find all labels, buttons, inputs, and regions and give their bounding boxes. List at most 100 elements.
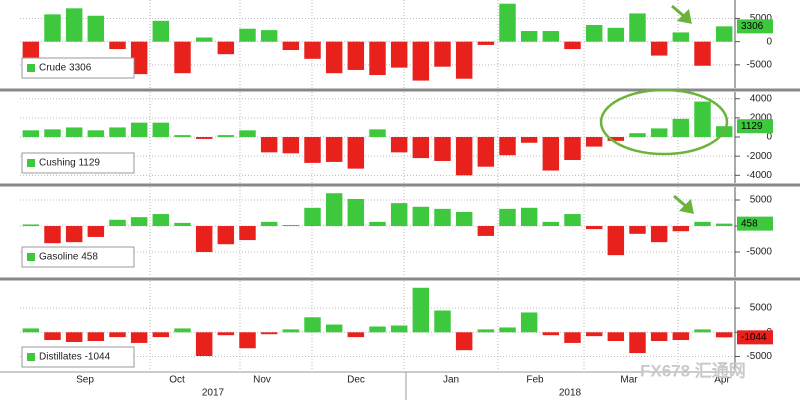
bar: [260, 221, 278, 227]
bar: [694, 329, 711, 333]
bar: [520, 207, 538, 227]
bar: [672, 118, 690, 138]
y-tick-label: 5000: [750, 13, 773, 24]
arrow: [671, 4, 692, 24]
y-tick-label: 4000: [750, 93, 773, 104]
bar: [477, 41, 495, 45]
bar: [152, 214, 170, 227]
bar: [715, 26, 733, 42]
bar: [564, 214, 581, 227]
legend-label: Distillates -1044: [39, 352, 111, 363]
legend-swatch: [27, 253, 35, 261]
bar: [325, 137, 343, 162]
bar: [672, 226, 690, 232]
bar: [455, 332, 473, 351]
bar: [477, 137, 495, 167]
bar: [195, 137, 213, 139]
x-month-label: Sep: [76, 375, 94, 386]
bar: [499, 208, 516, 227]
y-tick-label: -2000: [746, 151, 772, 162]
y-tick-label: 0: [766, 132, 772, 143]
x-month-label: Dec: [347, 375, 365, 386]
x-month-label: Nov: [253, 375, 271, 386]
bar: [412, 206, 430, 227]
bar: [520, 137, 538, 143]
bar: [434, 41, 451, 67]
bar: [174, 222, 191, 227]
bar: [369, 326, 386, 333]
bar: [174, 41, 191, 74]
bar: [109, 219, 126, 227]
bar: [499, 3, 516, 42]
bar: [629, 332, 646, 354]
bar: [369, 41, 386, 76]
bar: [239, 28, 256, 42]
bar: [109, 41, 126, 50]
y-tick-label: -5000: [746, 351, 772, 362]
bar: [694, 41, 711, 66]
bar: [715, 332, 733, 338]
legend-label: Cushing 1129: [39, 158, 100, 169]
bar: [65, 332, 83, 342]
watermark: FX678 汇通网: [640, 361, 746, 380]
bar: [260, 137, 278, 153]
last-value-label: 3306: [741, 21, 764, 32]
bar: [694, 101, 711, 138]
bar: [542, 221, 560, 227]
x-month-label: Oct: [169, 375, 185, 386]
bar: [455, 137, 473, 176]
bar: [87, 226, 105, 237]
bar: [629, 13, 646, 42]
bar: [715, 223, 733, 227]
bar: [87, 332, 105, 341]
bar: [130, 122, 148, 138]
y-tick-label: 5000: [750, 195, 773, 206]
bar: [369, 129, 386, 138]
bar: [304, 317, 321, 333]
arrow: [673, 194, 694, 214]
bar: [282, 224, 300, 227]
bar: [65, 127, 83, 138]
bar: [44, 129, 61, 138]
bar: [239, 332, 256, 349]
y-tick-label: -5000: [746, 247, 772, 258]
bar: [434, 208, 451, 227]
bar: [109, 127, 126, 138]
bar: [390, 137, 408, 153]
bar: [217, 226, 235, 245]
bar: [282, 137, 300, 154]
bar: [585, 25, 603, 42]
bar: [369, 221, 386, 227]
legend-swatch: [27, 159, 35, 167]
bar: [22, 328, 40, 333]
bar: [629, 133, 646, 138]
bar: [130, 41, 148, 75]
bar: [260, 30, 278, 42]
x-month-label: Jan: [443, 375, 459, 386]
bar: [607, 332, 625, 341]
bar: [585, 137, 603, 147]
x-year-label: 2018: [559, 388, 582, 399]
value-box: [737, 119, 773, 134]
bar: [455, 211, 473, 227]
bar: [585, 226, 603, 230]
bar: [650, 41, 668, 56]
bar: [152, 122, 170, 138]
x-month-label: Feb: [526, 375, 544, 386]
bar: [607, 226, 625, 256]
legend-label: Gasoline 458: [39, 252, 98, 263]
highlight-circle: [599, 88, 729, 156]
bar: [347, 332, 365, 338]
bar: [130, 332, 148, 343]
bar: [585, 332, 603, 337]
y-tick-label: 5000: [750, 303, 773, 314]
bar: [542, 332, 560, 336]
bar: [694, 221, 711, 227]
bar: [22, 130, 40, 138]
legend-swatch: [27, 64, 35, 72]
x-month-label: Mar: [620, 375, 638, 386]
bar: [195, 37, 213, 42]
bar: [629, 226, 646, 234]
bar: [650, 226, 668, 243]
bar: [499, 327, 516, 333]
